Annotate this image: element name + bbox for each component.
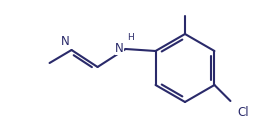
Text: N: N	[61, 35, 70, 48]
Text: Cl: Cl	[238, 106, 249, 119]
Text: N: N	[115, 42, 124, 54]
Text: H: H	[127, 34, 134, 42]
